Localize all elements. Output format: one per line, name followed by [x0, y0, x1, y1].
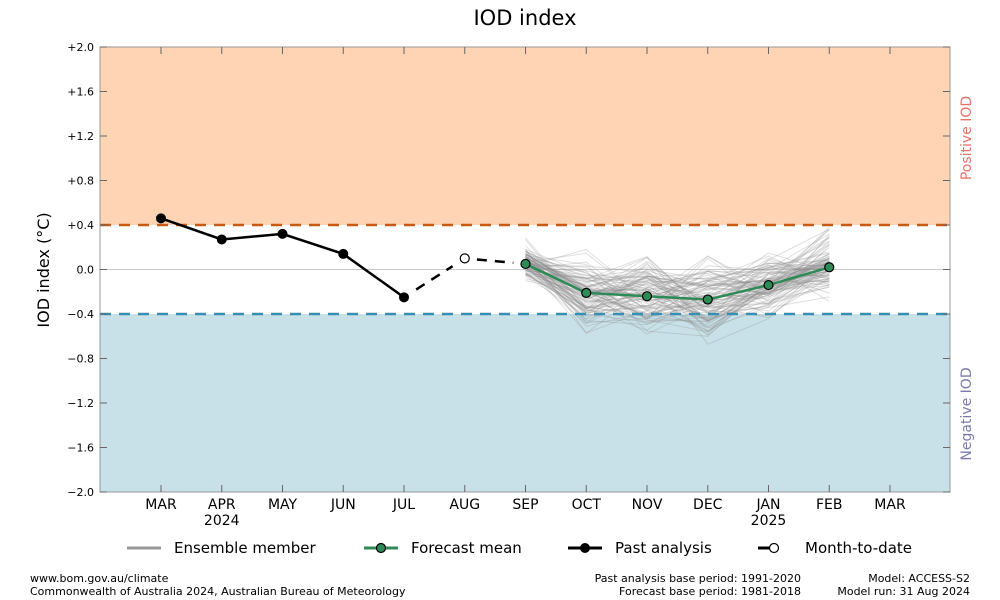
y-tick-label: −0.8 — [67, 353, 94, 366]
past-analysis-point — [339, 249, 348, 258]
plot-area: +2.0 +1.6 +1.2 +0.8 +0.4 0.0 −0.4 −0.8 −1.2 −1.6 −… — [67, 41, 950, 529]
y-tick-label: +0.4 — [67, 219, 94, 232]
x-tick-label: DEC — [693, 497, 723, 513]
x-tick-label: MAR — [145, 497, 177, 513]
x-tick-label: MAR — [874, 497, 906, 513]
footer-right: Model: ACCESS-S2 Model run: 31 Aug 2024 — [800, 572, 970, 598]
y-tick-label: +2.0 — [67, 41, 94, 54]
legend-forecast-label: Forecast mean — [411, 539, 522, 557]
legend-mtd-label: Month-to-date — [805, 539, 912, 557]
past-analysis-point — [400, 293, 409, 302]
y-tick-label: 0.0 — [77, 264, 95, 277]
x-tick-label: JAN — [756, 497, 781, 513]
year-label: 2025 — [751, 513, 787, 529]
negative-iod-zone — [100, 314, 950, 492]
legend-ensemble-label: Ensemble member — [174, 539, 317, 557]
footer-url: www.bom.gov.au/climate — [30, 572, 405, 585]
iod-chart: IOD index IOD index (°C) Positive IOD Ne… — [0, 0, 1000, 600]
y-tick-label: +0.8 — [67, 175, 94, 188]
y-tick-label: +1.6 — [67, 86, 94, 99]
forecast-mean-point — [764, 281, 773, 290]
legend: Ensemble member Forecast mean Past analy… — [127, 539, 912, 557]
chart-title: IOD index — [473, 6, 576, 30]
past-analysis-point — [217, 235, 226, 244]
x-tick-label: JUN — [330, 497, 356, 513]
footer-copyright: Commonwealth of Australia 2024, Australi… — [30, 585, 405, 598]
footer-past-base: Past analysis base period: 1991-2020 — [560, 572, 801, 585]
year-label: 2024 — [204, 513, 240, 529]
x-tick-label: AUG — [449, 497, 480, 513]
y-tick-label: +1.2 — [67, 130, 94, 143]
x-tick-label: SEP — [512, 497, 538, 513]
footer-model-run: Model run: 31 Aug 2024 — [800, 585, 970, 598]
forecast-mean-point — [582, 288, 591, 297]
x-tick-label: NOV — [632, 497, 663, 513]
footer-model: Model: ACCESS-S2 — [800, 572, 970, 585]
y-axis-label: IOD index (°C) — [34, 212, 53, 327]
x-tick-label: FEB — [816, 497, 843, 513]
footer-forecast-base: Forecast base period: 1981-2018 — [560, 585, 801, 598]
month-to-date-line — [477, 259, 513, 262]
y-tick-label: −1.2 — [67, 397, 94, 410]
forecast-mean-point — [703, 295, 712, 304]
x-tick-label: APR — [208, 497, 236, 513]
footer-middle: Past analysis base period: 1991-2020 For… — [560, 572, 801, 598]
y-tick-label: −0.4 — [67, 308, 94, 321]
legend-past-marker — [581, 544, 590, 553]
forecast-mean-point — [825, 263, 834, 272]
y-tick-label: −1.6 — [67, 442, 94, 455]
x-tick-label: MAY — [268, 497, 298, 513]
positive-iod-label: Positive IOD — [959, 96, 975, 180]
month-to-date-point — [460, 254, 469, 263]
legend-past-label: Past analysis — [615, 539, 712, 557]
footer-left: www.bom.gov.au/climate Commonwealth of A… — [30, 572, 405, 598]
forecast-mean-point — [521, 259, 530, 268]
y-tick-label: −2.0 — [67, 486, 94, 499]
past-analysis-point — [157, 214, 166, 223]
negative-iod-label: Negative IOD — [959, 367, 975, 460]
x-tick-label: JUL — [392, 497, 415, 513]
positive-iod-zone — [100, 47, 950, 225]
x-tick-label: OCT — [572, 497, 602, 513]
forecast-mean-point — [643, 292, 652, 301]
legend-mtd-marker — [770, 544, 779, 553]
legend-forecast-marker — [377, 544, 386, 553]
past-analysis-point — [278, 229, 287, 238]
